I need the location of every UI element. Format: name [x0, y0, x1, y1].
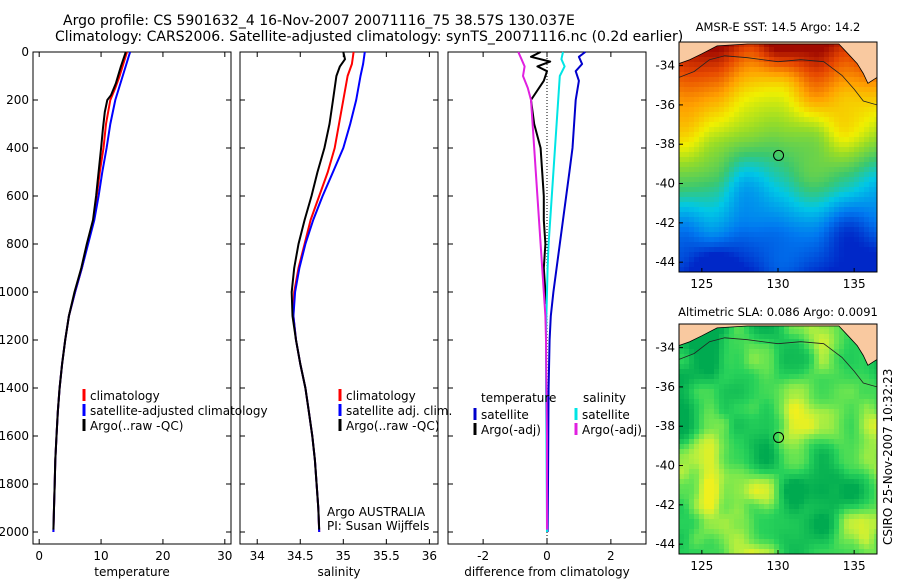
x-tick-label: 130: [767, 277, 790, 291]
x-tick-label: 0: [543, 549, 551, 563]
map-field: [679, 324, 877, 554]
profile-panel-3: -2 0 2 difference from climatology temperatu…: [447, 51, 647, 579]
y-tick-label: -42: [655, 216, 675, 230]
side-timestamp: CSIRO 25-Nov-2007 10:32:23: [881, 369, 895, 545]
profile-location-marker: [773, 431, 785, 443]
x-tick-label: -2: [477, 549, 489, 563]
legend-entry: satellite: [481, 408, 529, 422]
x-axis-label: salinity: [317, 565, 360, 579]
x-axis-label: temperature: [94, 565, 169, 579]
y-tick-label: -34: [655, 341, 675, 355]
y-tick-label: -40: [655, 459, 675, 473]
x-tick-label: 10: [93, 549, 108, 563]
x-tick-label: 135: [843, 559, 866, 573]
series-line-1: [546, 51, 586, 533]
panel-frame: [32, 51, 232, 545]
y-tick-label: 400: [6, 141, 29, 155]
x-tick-label: 125: [690, 559, 713, 573]
series-line-3: [52, 51, 127, 530]
y-tick-label: -38: [655, 137, 675, 151]
y-tick-label: 1800: [0, 477, 29, 491]
y-tick-label: -44: [655, 537, 675, 551]
map-title: Altimetric SLA: 0.086 Argo: 0.0091: [678, 305, 878, 319]
y-tick-label: 2000: [0, 525, 29, 539]
sst-map: 125 130 135 -34 -36 -38 -40 -42 -44 AMSR-E SST: 1…: [655, 20, 878, 291]
x-tick-label: 35.5: [373, 549, 400, 563]
series-line-2: [530, 51, 552, 305]
x-tick-label: 36: [422, 549, 437, 563]
y-tick-label: 800: [6, 237, 29, 251]
map-field: [679, 42, 877, 272]
y-tick-label: 1200: [0, 333, 29, 347]
y-tick-label: 0: [21, 45, 29, 59]
y-tick-label: 1600: [0, 429, 29, 443]
map-title: AMSR-E SST: 14.5 Argo: 14.2: [696, 20, 861, 34]
legend-entry: Argo(-adj): [582, 423, 642, 437]
series-line-4: [517, 51, 548, 530]
legend-entry: satellite: [582, 408, 630, 422]
pi-annotation: Argo AUSTRALIA: [327, 505, 426, 519]
x-tick-label: 34: [250, 549, 265, 563]
x-tick-label: 30: [217, 549, 232, 563]
sla-map: 125 130 135 -34 -36 -38 -40 -42 -44 Altimetric SL…: [655, 305, 878, 573]
y-tick-label: 1000: [0, 285, 29, 299]
x-axis-label: difference from climatology: [464, 565, 630, 579]
series-line-1: [292, 51, 355, 533]
series-line-2: [52, 51, 132, 533]
depth-contour: [679, 55, 877, 106]
legend-entry: climatology: [346, 389, 416, 403]
profile-location-marker: [773, 149, 785, 161]
y-tick-label: -36: [655, 380, 675, 394]
x-tick-label: 130: [767, 559, 790, 573]
figure-title-line2: Climatology: CARS2006. Satellite-adjuste…: [55, 29, 684, 45]
y-tick-label: 200: [6, 93, 29, 107]
land-mass: [679, 42, 877, 84]
y-tick-label: -38: [655, 419, 675, 433]
profile-panel-1: 0 10 20 30 0 200 400 600 800 1000 1200 1400 1600 1800…: [0, 45, 268, 579]
y-tick-label: -44: [655, 255, 675, 269]
depth-contour: [679, 337, 877, 388]
legend-header-temperature: temperature: [481, 391, 556, 405]
legend-header-salinity: salinity: [583, 391, 626, 405]
legend-entry: Argo(..raw -QC): [346, 419, 439, 433]
x-tick-label: 20: [155, 549, 170, 563]
y-tick-label: -36: [655, 98, 675, 112]
land-mass: [679, 324, 877, 366]
legend-entry: satellite-adjusted climatology: [90, 404, 268, 418]
figure-title-line1: Argo profile: CS 5901632_4 16-Nov-2007 2…: [63, 13, 575, 29]
y-tick-label: -42: [655, 498, 675, 512]
y-tick-label: 600: [6, 189, 29, 203]
legend-entry: climatology: [90, 389, 160, 403]
x-tick-label: 35: [336, 549, 351, 563]
profile-panel-2: 34 34.5 35 35.5 36 salinity climatologysatelli…: [239, 51, 452, 579]
series-line-1: [52, 51, 128, 533]
y-tick-label: -34: [655, 59, 675, 73]
x-tick-label: 2: [607, 549, 615, 563]
series-line-3: [290, 51, 346, 530]
panel-frame: [239, 51, 439, 545]
x-tick-label: 125: [690, 277, 713, 291]
legend-entry: Argo(-adj): [481, 423, 541, 437]
pi-annotation: PI: Susan Wijffels: [327, 519, 429, 533]
x-tick-label: 0: [35, 549, 43, 563]
legend-entry: Argo(..raw -QC): [90, 419, 183, 433]
x-tick-label: 135: [843, 277, 866, 291]
x-tick-label: 34.5: [287, 549, 314, 563]
y-tick-label: 1400: [0, 381, 29, 395]
y-tick-label: -40: [655, 177, 675, 191]
legend-entry: satellite adj. clim.: [346, 404, 452, 418]
